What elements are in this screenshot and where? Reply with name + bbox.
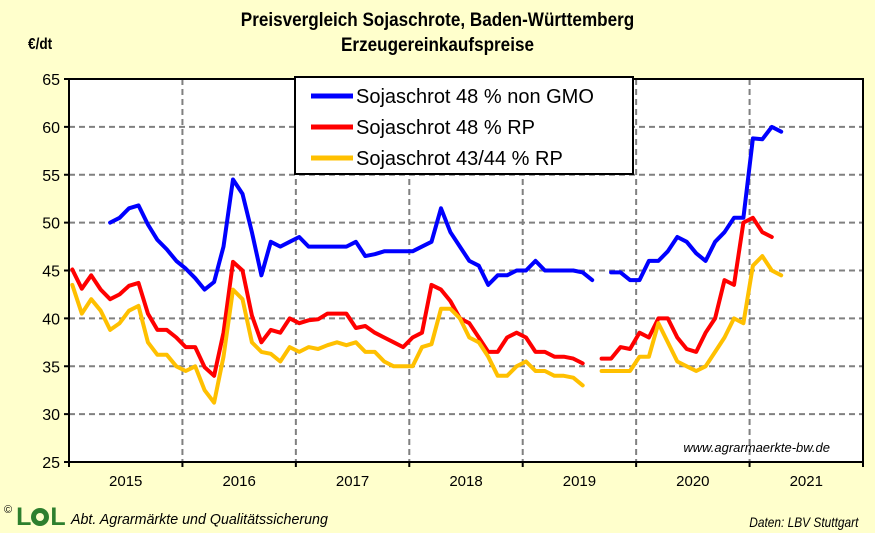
y-axis-ticks: 25 30 35 40 45 50 55 60 65	[42, 72, 69, 472]
legend-label-3: Sojaschrot 43/44 % RP	[356, 148, 563, 170]
series-line-1	[108, 124, 784, 292]
chart-title: Preisvergleich Sojaschrote, Baden-Württe…	[240, 10, 635, 31]
logo-circle-icon	[31, 508, 50, 526]
x-tick-label: 2021	[790, 473, 823, 490]
y-axis-unit-label: €/dt	[28, 36, 53, 53]
y-tick-label: 30	[42, 407, 60, 424]
x-tick-label: 2019	[563, 473, 596, 490]
copyright-symbol: ©	[4, 504, 13, 516]
y-tick-label: 60	[42, 120, 60, 137]
series-line-3	[70, 254, 784, 405]
x-tick-label: 2018	[449, 473, 482, 490]
y-tick-label: 50	[42, 216, 60, 233]
series-lines	[70, 124, 784, 405]
y-tick-label: 40	[42, 311, 60, 328]
legend: Sojaschrot 48 % non GMO Sojaschrot 48 % R…	[294, 76, 634, 175]
x-tick-label: 2015	[109, 473, 142, 490]
y-tick-label: 25	[42, 455, 60, 472]
y-tick-label: 35	[42, 359, 60, 376]
y-tick-label: 45	[42, 264, 60, 281]
logo-letter-l2: L	[50, 503, 65, 531]
chart-subtitle: Erzeugereinkaufspreise	[341, 35, 534, 56]
x-tick-label: 2020	[676, 473, 709, 490]
x-axis-ticks: 2015 2016 2017 2018 2019 2020 2021	[68, 462, 864, 490]
legend-label-1: Sojaschrot 48 % non GMO	[356, 86, 594, 108]
logo-letter-l: L	[16, 503, 31, 531]
organization-name: Abt. Agrarmärkte und Qualitätssicherung	[70, 511, 328, 528]
series-line-2	[70, 215, 774, 378]
x-tick-label: 2016	[222, 473, 255, 490]
y-tick-label: 65	[42, 72, 60, 89]
y-tick-label: 55	[42, 168, 60, 185]
watermark-url: www.agrarmaerkte-bw.de	[683, 440, 830, 455]
data-source: Daten: LBV Stuttgart	[748, 514, 858, 530]
x-tick-label: 2017	[336, 473, 369, 490]
legend-label-2: Sojaschrot 48 % RP	[356, 117, 535, 139]
